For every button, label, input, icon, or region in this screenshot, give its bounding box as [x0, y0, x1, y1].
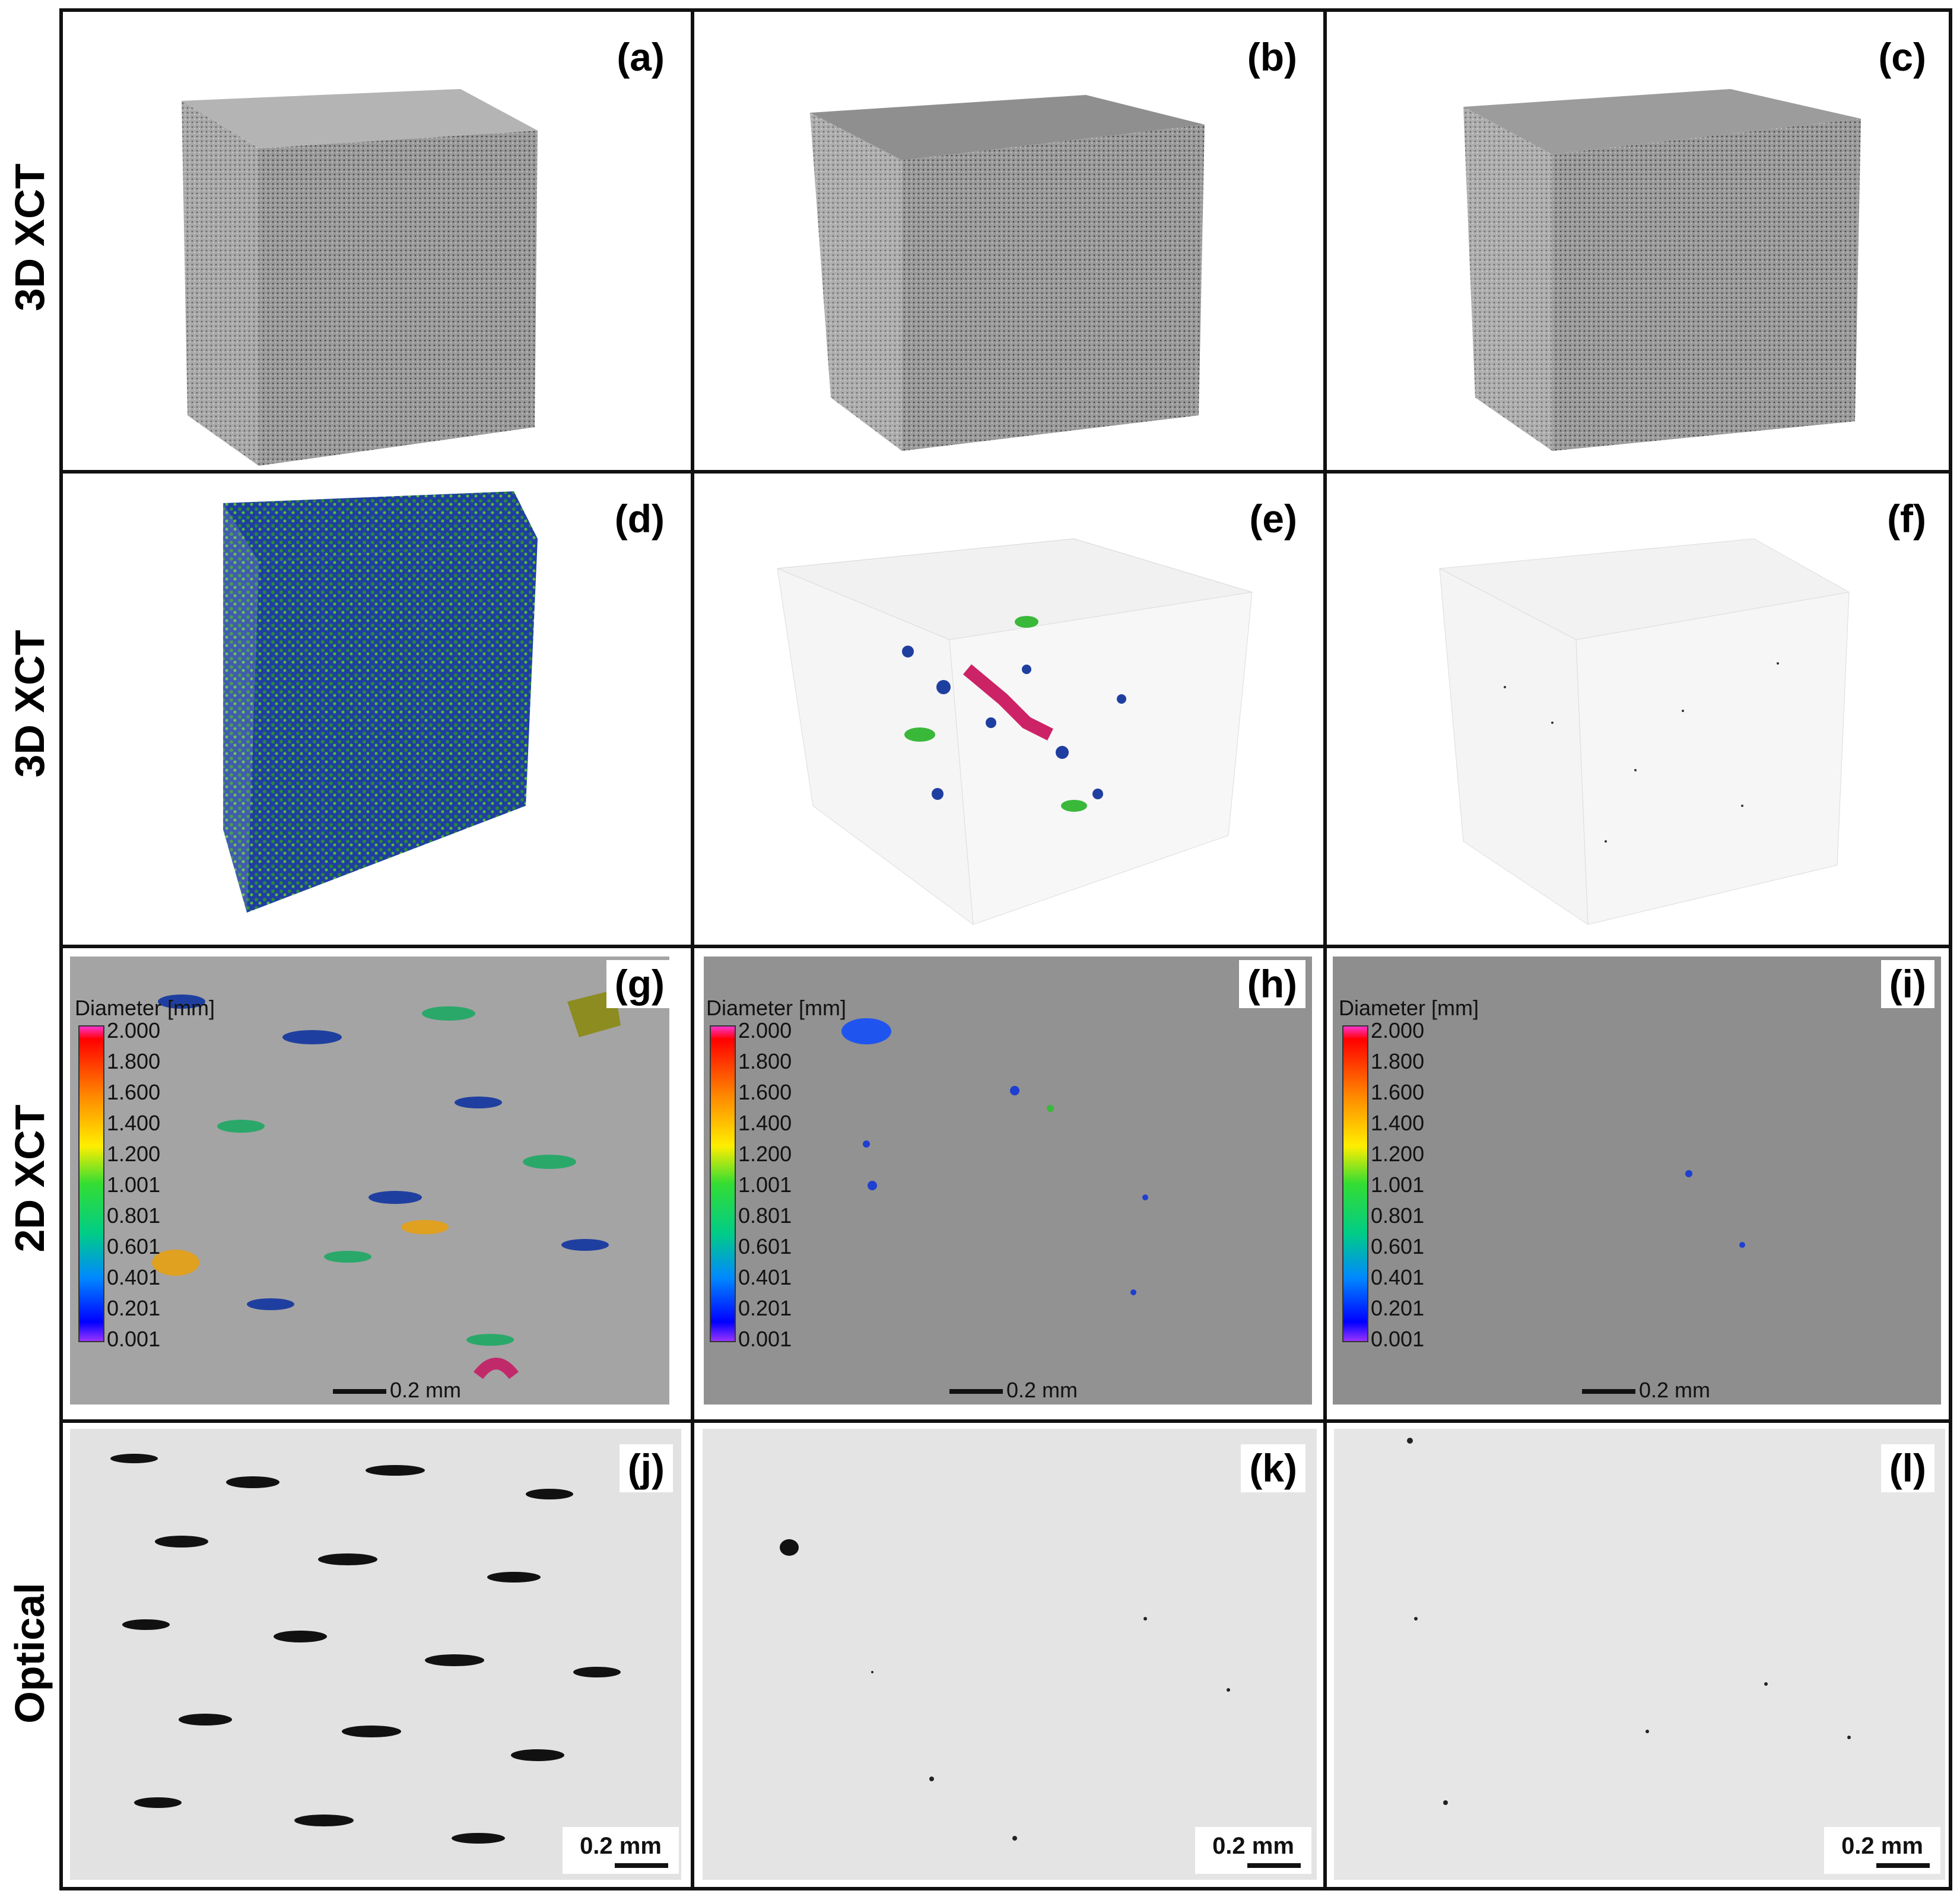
legend-colorbar: [710, 1025, 736, 1342]
legend-tick: 0.001: [738, 1327, 792, 1351]
legend-tick: 0.201: [1371, 1296, 1425, 1320]
scale-bar: 0.2 mm: [333, 1378, 461, 1403]
cube-pore-network-image: [223, 491, 538, 913]
panel-j: (j) 0.2 mm: [63, 1423, 691, 1887]
legend-tick: 1.400: [107, 1111, 161, 1135]
legend-colorbar: [1342, 1025, 1368, 1342]
row-label-4: Optical: [7, 1583, 53, 1724]
legend-tick: 1.400: [738, 1111, 792, 1135]
panel-h: Diameter [mm] 2.000 1.800 1.600 1.400 1.…: [691, 948, 1323, 1419]
legend-tick: 2.000: [1371, 1018, 1425, 1043]
panel-label: (a): [608, 33, 673, 81]
legend-tick: 2.000: [738, 1018, 792, 1043]
legend-tick: 0.601: [107, 1234, 161, 1259]
panel-label: (e): [1241, 495, 1305, 543]
panel-label: (h): [1238, 960, 1305, 1008]
panel-f: (f): [1323, 474, 1952, 945]
row-label-3: 2D XCT: [7, 1104, 53, 1253]
panel-c: (c): [1323, 12, 1952, 470]
panel-g: Diameter [mm] 2.000 1.800 1.600 1.400 1.…: [63, 948, 691, 1419]
legend-tick: 0.001: [1371, 1327, 1425, 1351]
panel-label: (g): [606, 960, 673, 1008]
legend-tick: 1.200: [738, 1142, 792, 1166]
legend-title: Diameter [mm]: [1339, 996, 1479, 1020]
legend-tick: 0.401: [107, 1265, 161, 1289]
legend-title: Diameter [mm]: [75, 996, 215, 1020]
xct-slice-image: [1333, 957, 1941, 1405]
legend-tick: 0.601: [1371, 1234, 1425, 1259]
legend-tick: 1.001: [107, 1172, 161, 1197]
scale-bar: 0.2 mm: [949, 1378, 1078, 1403]
legend-tick: 1.200: [1371, 1142, 1425, 1166]
row-label-2: 3D XCT: [7, 630, 53, 778]
legend-tick: 0.801: [107, 1203, 161, 1228]
panel-label: (c): [1870, 33, 1934, 81]
scale-bar: 0.2 mm: [1195, 1827, 1311, 1874]
optical-micrograph-image: [703, 1429, 1317, 1880]
scale-bar: 0.2 mm: [1824, 1827, 1940, 1874]
panel-label: (b): [1238, 33, 1305, 81]
legend-tick: 0.601: [738, 1234, 792, 1259]
panel-label: (j): [619, 1444, 673, 1492]
panel-e: (e): [691, 474, 1323, 945]
legend-tick: 0.401: [738, 1265, 792, 1289]
diameter-legend: Diameter [mm] 2.000 1.800 1.600 1.400 1.…: [71, 996, 237, 1399]
cube-surface-image: [1463, 89, 1861, 451]
row-3d-pores: (d) (e) (f): [63, 470, 1949, 945]
row-2d-slices: Diameter [mm] 2.000 1.800 1.600 1.400 1.…: [63, 945, 1949, 1419]
row-3d-surface: (a) (b) (c): [63, 12, 1949, 470]
legend-tick: 0.401: [1371, 1265, 1425, 1289]
panel-d: (d): [63, 474, 691, 945]
panel-k: (k) 0.2 mm: [691, 1423, 1323, 1887]
diameter-legend: Diameter [mm] 2.000 1.800 1.600 1.400 1.…: [703, 996, 869, 1399]
panel-label: (k): [1241, 1444, 1305, 1492]
panel-label: (i): [1880, 960, 1934, 1008]
legend-tick: 0.801: [738, 1203, 792, 1228]
optical-micrograph-image: [70, 1429, 681, 1880]
cube-pore-network-image: [1438, 538, 1850, 925]
row-optical: (j) 0.2 mm (k) 0.2 mm (l) 0.2 mm: [63, 1419, 1949, 1887]
legend-tick: 0.201: [107, 1296, 161, 1320]
legend-tick: 1.600: [1371, 1080, 1425, 1104]
legend-tick: 1.400: [1371, 1111, 1425, 1135]
scale-bar: 0.2 mm: [563, 1827, 679, 1874]
legend-tick: 1.001: [738, 1172, 792, 1197]
optical-micrograph-image: [1334, 1429, 1945, 1880]
legend-tick: 1.600: [107, 1080, 161, 1104]
row-label-1: 3D XCT: [7, 163, 53, 312]
cube-pore-network-image: [777, 538, 1253, 926]
legend-tick: 1.800: [1371, 1049, 1425, 1073]
panel-l: (l) 0.2 mm: [1323, 1423, 1952, 1887]
panel-b: (b): [691, 12, 1323, 470]
legend-tick: 1.001: [1371, 1172, 1425, 1197]
scale-bar: 0.2 mm: [1582, 1378, 1710, 1403]
legend-title: Diameter [mm]: [706, 996, 847, 1020]
legend-tick: 0.001: [107, 1327, 161, 1351]
cube-surface-image: [182, 89, 538, 466]
xct-slice-image: [70, 957, 669, 1405]
diameter-legend: Diameter [mm] 2.000 1.800 1.600 1.400 1.…: [1335, 996, 1501, 1399]
cube-surface-image: [810, 95, 1205, 451]
panel-a: (a): [63, 12, 691, 470]
legend-tick: 0.201: [738, 1296, 792, 1320]
panel-label: (d): [606, 495, 673, 543]
legend-tick: 0.801: [1371, 1203, 1425, 1228]
panel-i: Diameter [mm] 2.000 1.800 1.600 1.400 1.…: [1323, 948, 1952, 1419]
panel-label: (l): [1880, 1444, 1934, 1492]
legend-colorbar: [78, 1025, 104, 1342]
legend-tick: 1.200: [107, 1142, 161, 1166]
legend-tick: 1.600: [738, 1080, 792, 1104]
legend-tick: 1.800: [107, 1049, 161, 1073]
panel-label: (f): [1879, 495, 1934, 543]
figure-grid: (a) (b) (c): [59, 8, 1952, 1890]
xct-slice-image: [704, 957, 1312, 1405]
legend-tick: 1.800: [738, 1049, 792, 1073]
legend-tick: 2.000: [107, 1018, 161, 1043]
